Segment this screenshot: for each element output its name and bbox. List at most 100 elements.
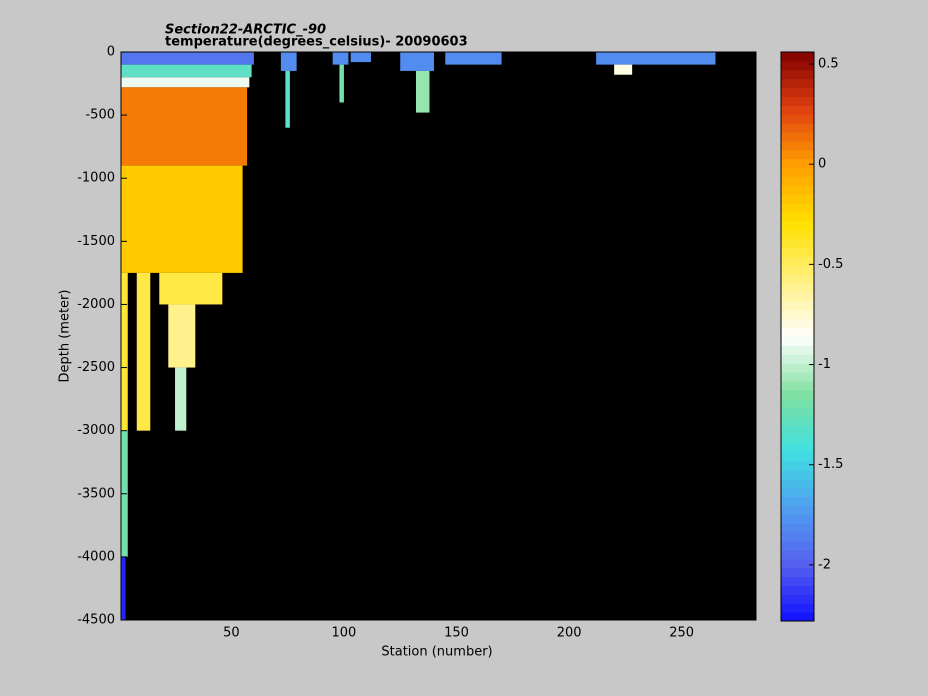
colorbar-step [781, 380, 814, 391]
colorbar-step [781, 363, 814, 373]
colorbar-step [781, 265, 814, 275]
colorbar-step [781, 434, 814, 444]
colorbar-step [781, 407, 814, 418]
y-tick-label: -2000 [77, 297, 115, 312]
colorbar-step [781, 460, 814, 471]
y-tick-label: -1000 [77, 171, 115, 186]
x-tick-label: 200 [557, 626, 582, 641]
heat-cell [121, 52, 254, 65]
colorbar-step [781, 212, 814, 222]
heat-cell [121, 64, 252, 78]
colorbar-tick-label: -1 [818, 357, 831, 372]
heat-cell [121, 77, 250, 88]
x-tick-label: 150 [444, 626, 469, 641]
colorbar-step [781, 60, 814, 71]
colorbar-step [781, 123, 814, 133]
y-tick-label: -3500 [77, 486, 115, 501]
heat-cell [121, 272, 128, 431]
colorbar-step [781, 478, 814, 489]
colorbar-step [781, 194, 814, 204]
colorbar-step [781, 612, 814, 622]
heat-cell [445, 52, 502, 65]
colorbar-step [781, 496, 814, 506]
colorbar-tick-label: 0 [818, 157, 826, 172]
heat-cell [280, 52, 297, 71]
chart-subtitle: temperature(degrees_celsius)- 20090603 [165, 35, 468, 50]
colorbar-step [781, 105, 814, 115]
colorbar-tick-label: -2 [818, 557, 831, 572]
colorbar-step [781, 514, 814, 524]
colorbar-step [781, 309, 814, 320]
colorbar-step [781, 532, 814, 542]
colorbar-step [781, 549, 814, 560]
colorbar-step [781, 185, 814, 195]
colorbar-step [781, 274, 814, 284]
colorbar-step [781, 176, 814, 186]
colorbar-step [781, 416, 814, 426]
colorbar-step [781, 425, 814, 435]
y-tick-label: 0 [107, 45, 115, 60]
y-tick-label: -4000 [77, 549, 115, 564]
colorbar-step [781, 52, 814, 62]
colorbar-step [781, 469, 814, 480]
colorbar-step [781, 354, 814, 364]
colorbar-step [781, 318, 814, 329]
heat-cell [415, 70, 430, 113]
colorbar-step [781, 505, 814, 515]
colorbar-step [781, 69, 814, 80]
colorbar-step [781, 576, 814, 586]
y-tick-label: -3000 [77, 423, 115, 438]
x-tick-label: 100 [332, 626, 357, 641]
colorbar-step [781, 345, 814, 355]
x-tick-label: 50 [223, 626, 240, 641]
colorbar-step [781, 594, 814, 604]
colorbar-step [781, 158, 814, 169]
plot-frame [120, 51, 757, 621]
colorbar-step [781, 203, 814, 213]
colorbar-step [781, 292, 814, 302]
colorbar-step [781, 336, 814, 346]
chart-title: Section22-ARCTIC_-90 [165, 23, 326, 38]
y-axis-label: Depth (meter) [58, 290, 73, 383]
colorbar-step [781, 149, 814, 160]
x-axis-label: Station (number) [381, 645, 492, 660]
heat-cell [136, 272, 151, 431]
colorbar-step [781, 452, 814, 462]
heat-cell [285, 70, 290, 128]
colorbar-step [781, 327, 814, 337]
colorbar-step [781, 487, 814, 498]
colorbar-tick-label: -0.5 [818, 257, 843, 272]
colorbar-step [781, 167, 814, 177]
heat-cell [168, 304, 196, 368]
heat-cell [159, 272, 223, 305]
colorbar-step [781, 78, 814, 89]
colorbar-step [781, 443, 814, 453]
colorbar-step [781, 372, 814, 382]
heat-cell [614, 64, 633, 75]
colorbar-step [781, 283, 814, 293]
colorbar-step [781, 585, 814, 595]
heat-cell [596, 52, 716, 65]
y-tick-label: -2500 [77, 360, 115, 375]
colorbar-step [781, 132, 814, 142]
colorbar-step [781, 229, 814, 240]
heat-cell [175, 367, 187, 431]
colorbar-step [781, 389, 814, 400]
y-tick-label: -500 [85, 108, 115, 123]
heat-cell [332, 52, 349, 65]
heat-cell [339, 64, 344, 103]
colorbar-step [781, 96, 814, 106]
heat-cell [350, 52, 371, 63]
colorbar-step [781, 558, 814, 569]
heat-cell [121, 556, 126, 620]
colorbar-frame [780, 51, 815, 622]
heat-cell [121, 87, 248, 166]
colorbar-step [781, 300, 814, 311]
colorbar-step [781, 567, 814, 578]
colorbar-step [781, 87, 814, 97]
heat-cell [121, 165, 243, 273]
colorbar-step [781, 114, 814, 124]
colorbar-step [781, 238, 814, 249]
colorbar-step [781, 220, 814, 231]
